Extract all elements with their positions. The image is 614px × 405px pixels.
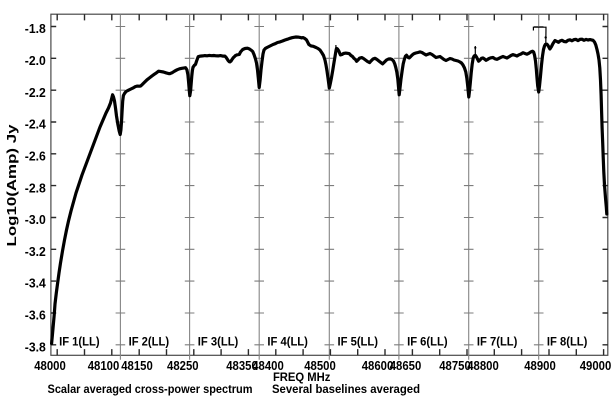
svg-text:-3.6: -3.6 [25, 308, 46, 323]
svg-text:IF 2(LL): IF 2(LL) [129, 334, 170, 348]
svg-text:IF 8(LL): IF 8(LL) [547, 334, 588, 348]
svg-text:-3.8: -3.8 [25, 339, 46, 354]
svg-text:48750: 48750 [439, 358, 471, 373]
svg-text:48000: 48000 [34, 358, 66, 373]
svg-text:-1.8: -1.8 [25, 21, 46, 36]
svg-text:-2.2: -2.2 [25, 85, 46, 100]
svg-text:-3.0: -3.0 [25, 212, 46, 227]
svg-text:IF 7(LL): IF 7(LL) [477, 334, 518, 348]
svg-text:-3.2: -3.2 [25, 244, 46, 259]
svg-text:48900: 48900 [524, 358, 556, 373]
svg-text:IF 3(LL): IF 3(LL) [198, 334, 239, 348]
svg-text:IF 1(LL): IF 1(LL) [59, 334, 100, 348]
svg-text:49000: 49000 [580, 358, 612, 373]
svg-text:48650: 48650 [390, 358, 422, 373]
svg-text:Scalar averaged cross-power sp: Scalar averaged cross-power spectrum [48, 382, 253, 396]
svg-text:IF 5(LL): IF 5(LL) [338, 334, 379, 348]
svg-text:48800: 48800 [467, 358, 499, 373]
svg-text:48400: 48400 [252, 358, 284, 373]
svg-text:Log10(Amp) Jy: Log10(Amp) Jy [4, 124, 19, 247]
svg-text:48500: 48500 [304, 358, 336, 373]
svg-text:-3.4: -3.4 [25, 276, 47, 291]
svg-text:-2.6: -2.6 [25, 148, 46, 163]
svg-text:IF 6(LL): IF 6(LL) [407, 334, 448, 348]
svg-text:-2.8: -2.8 [25, 180, 46, 195]
svg-text:48250: 48250 [167, 358, 199, 373]
svg-text:-2.0: -2.0 [25, 53, 46, 68]
svg-text:48100: 48100 [88, 358, 120, 373]
svg-text:IF 4(LL): IF 4(LL) [267, 334, 308, 348]
svg-text:Several baselines averaged: Several baselines averaged [272, 382, 420, 396]
svg-text:FREQ MHz: FREQ MHz [273, 370, 331, 384]
svg-text:48600: 48600 [362, 358, 394, 373]
svg-text:-2.4: -2.4 [25, 117, 47, 132]
svg-text:48150: 48150 [121, 358, 153, 373]
svg-text:48350: 48350 [226, 358, 258, 373]
